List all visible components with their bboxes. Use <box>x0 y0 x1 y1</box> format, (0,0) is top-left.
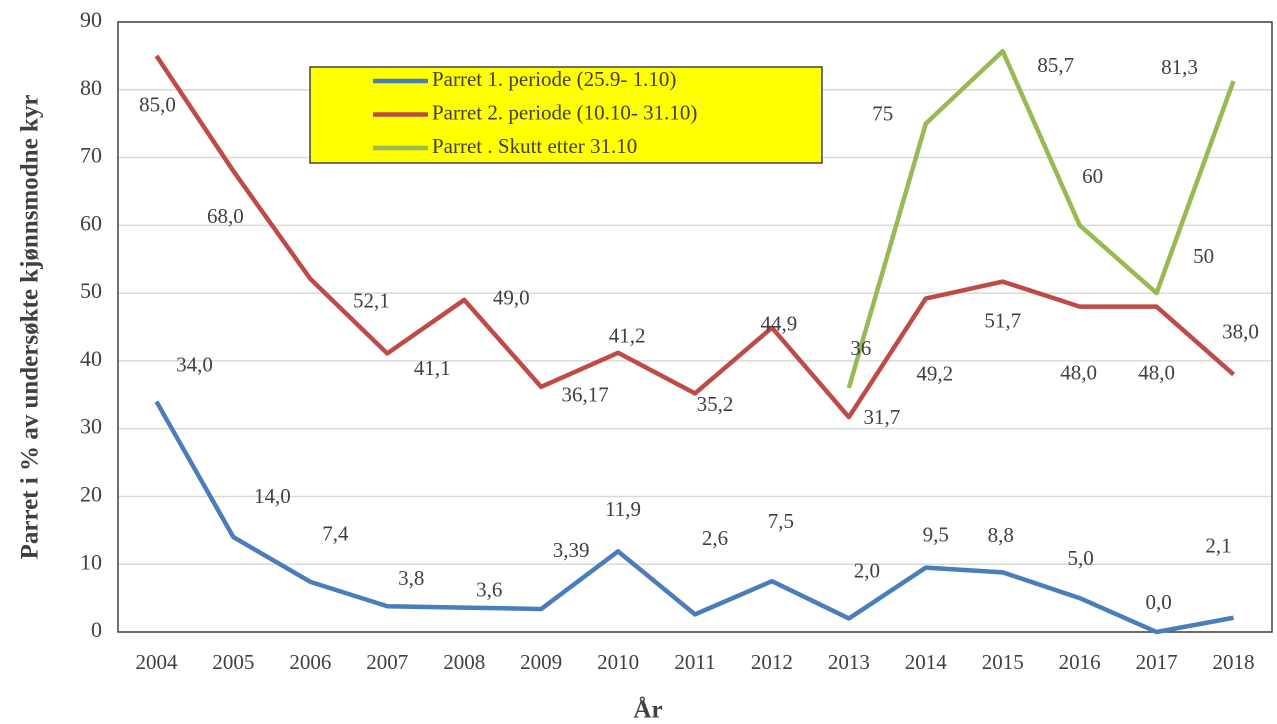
x-tick-label: 2009 <box>520 650 562 674</box>
data-label: 41,1 <box>414 356 451 380</box>
legend-label: Parret 1. periode (25.9- 1.10) <box>432 67 676 91</box>
data-label: 85,7 <box>1037 53 1074 77</box>
data-label: 68,0 <box>207 204 244 228</box>
data-label: 31,7 <box>863 405 900 429</box>
data-label: 36 <box>850 336 871 360</box>
data-label: 3,6 <box>476 577 502 601</box>
data-label: 3,39 <box>553 538 590 562</box>
data-label: 85,0 <box>139 93 176 117</box>
x-tick-label: 2007 <box>366 650 408 674</box>
data-label: 48,0 <box>1060 360 1097 384</box>
x-tick-label: 2010 <box>597 650 639 674</box>
y-tick-label: 70 <box>80 143 102 168</box>
y-tick-label: 40 <box>80 346 102 371</box>
data-label: 41,2 <box>609 324 646 348</box>
data-label: 3,8 <box>398 566 424 590</box>
series-line <box>154 400 1234 635</box>
data-label: 0,0 <box>1145 590 1171 614</box>
data-label: 50 <box>1193 244 1214 268</box>
data-label: 2,1 <box>1205 534 1231 558</box>
series-line <box>154 54 1236 420</box>
y-axis-label: Parret i % av undersøkte kjønnsmodne kyr <box>17 95 44 560</box>
x-axis-label: År <box>633 696 662 724</box>
plot-border <box>117 21 1273 633</box>
x-tick-label: 2015 <box>982 650 1024 674</box>
data-label: 5,0 <box>1068 546 1094 570</box>
y-tick-label: 30 <box>80 414 102 439</box>
data-label: 51,7 <box>984 308 1021 332</box>
data-label: 49,0 <box>493 286 530 310</box>
data-label: 44,9 <box>761 311 798 335</box>
x-tick-label: 2011 <box>674 650 715 674</box>
x-tick-label: 2005 <box>212 650 254 674</box>
y-tick-label: 20 <box>80 481 102 506</box>
data-label: 36,17 <box>562 383 609 407</box>
data-label: 38,0 <box>1222 319 1259 343</box>
y-tick-label: 50 <box>80 278 102 303</box>
x-tick-label: 2014 <box>905 650 948 674</box>
data-label: 75 <box>872 101 893 125</box>
series-line <box>846 48 1236 389</box>
data-label: 7,5 <box>768 509 794 533</box>
data-label: 60 <box>1082 164 1103 188</box>
x-tick-label: 2012 <box>751 650 793 674</box>
x-tick-label: 2018 <box>1213 650 1255 674</box>
data-label: 34,0 <box>176 352 213 376</box>
data-label: 2,6 <box>702 526 728 550</box>
data-label: 8,8 <box>988 523 1014 547</box>
data-label: 2,0 <box>854 558 880 582</box>
y-tick-label: 10 <box>80 549 102 574</box>
x-tick-label: 2008 <box>443 650 485 674</box>
data-label: 9,5 <box>923 522 949 546</box>
x-tick-label: 2004 <box>135 650 178 674</box>
data-label: 35,2 <box>697 392 734 416</box>
legend-label: Parret 2. periode (10.10- 31.10) <box>432 100 697 124</box>
data-label: 49,2 <box>916 361 953 385</box>
y-tick-label: 90 <box>80 7 102 32</box>
x-tick-label: 2016 <box>1059 650 1101 674</box>
y-tick-label: 60 <box>80 210 102 235</box>
data-label: 14,0 <box>254 484 291 508</box>
data-label: 48,0 <box>1138 360 1175 384</box>
y-tick-label: 80 <box>80 75 102 100</box>
data-label: 7,4 <box>322 522 349 546</box>
data-label: 81,3 <box>1161 55 1198 79</box>
data-label: 52,1 <box>353 289 390 313</box>
x-tick-label: 2013 <box>828 650 870 674</box>
y-tick-label: 0 <box>91 617 102 642</box>
data-label: 11,9 <box>605 497 641 521</box>
legend-label: Parret . Skutt etter 31.10 <box>432 134 637 158</box>
x-tick-label: 2017 <box>1136 650 1178 674</box>
x-tick-label: 2006 <box>289 650 331 674</box>
